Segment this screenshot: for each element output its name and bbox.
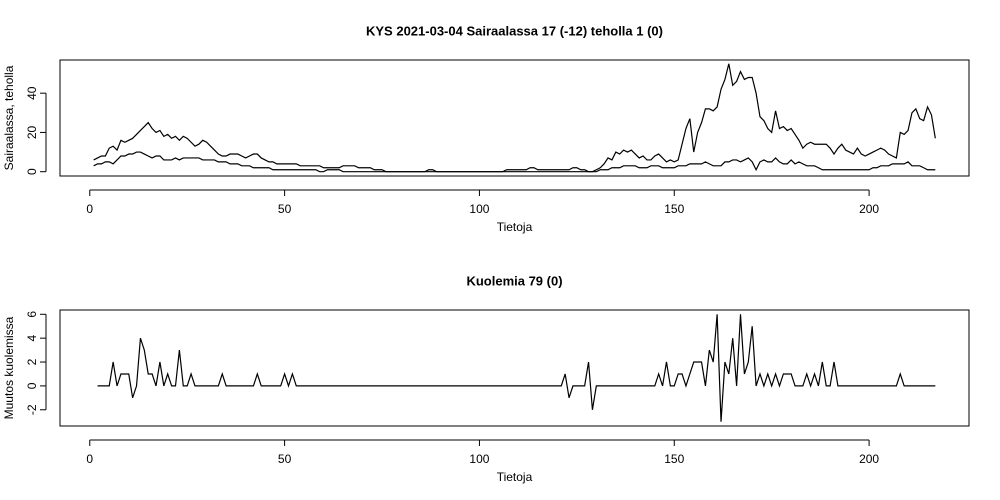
x-axis-label: Tietoja [497, 220, 533, 234]
x-tick-label: 50 [278, 452, 292, 466]
data-line [97, 314, 936, 422]
x-tick-label: 200 [859, 202, 879, 216]
y-tick-label: 0 [25, 168, 39, 175]
data-line [93, 151, 936, 173]
x-tick-label: 150 [664, 452, 684, 466]
x-tick-label: 100 [469, 452, 489, 466]
x-tick-label: 50 [278, 202, 292, 216]
y-axis-label: Sairaalassa, teholla [2, 65, 16, 170]
y-tick-label: 4 [25, 335, 39, 342]
x-tick-label: 200 [859, 452, 879, 466]
plot-box [59, 59, 970, 177]
x-tick-label: 150 [664, 202, 684, 216]
plot-box [59, 309, 970, 427]
x-tick-label: 0 [86, 202, 93, 216]
y-tick-label: 40 [25, 86, 39, 100]
chart-title: Kuolemia 79 (0) [466, 273, 562, 288]
chart-title: KYS 2021-03-04 Sairaalassa 17 (-12) teho… [366, 23, 663, 38]
data-line [93, 63, 936, 173]
y-tick-label: 6 [25, 311, 39, 318]
x-tick-label: 0 [86, 452, 93, 466]
y-tick-label: 20 [25, 125, 39, 139]
y-tick-label: 0 [25, 382, 39, 389]
y-axis-label: Muutos kuolemissa [2, 316, 16, 419]
y-tick-label: -2 [25, 404, 39, 415]
x-axis-label: Tietoja [497, 470, 533, 484]
y-tick-label: 2 [25, 358, 39, 365]
x-tick-label: 100 [469, 202, 489, 216]
